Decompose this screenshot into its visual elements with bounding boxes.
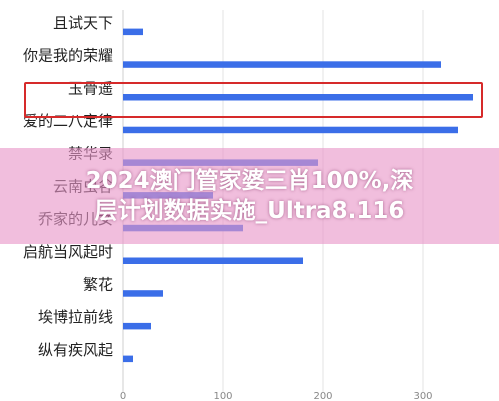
category-label: 启航当风起时 bbox=[23, 243, 113, 261]
x-tick-label: 300 bbox=[413, 391, 432, 401]
highlight-box bbox=[24, 82, 483, 118]
x-tick-label: 200 bbox=[313, 391, 332, 401]
bar bbox=[123, 257, 303, 264]
category-label: 繁花 bbox=[83, 275, 113, 293]
bar bbox=[123, 290, 163, 297]
category-label: 你是我的荣耀 bbox=[23, 47, 113, 65]
banner-line-2: 层计划数据实施_Ultra8.116 bbox=[94, 198, 405, 224]
bar bbox=[123, 322, 151, 330]
x-tick-label: 0 bbox=[120, 391, 126, 401]
bar bbox=[123, 61, 441, 68]
bar bbox=[123, 28, 143, 36]
bar bbox=[123, 94, 473, 101]
banner-line-1: 2024澳门管家婆三肖100%,深 bbox=[85, 168, 414, 194]
x-tick-label: 100 bbox=[213, 391, 232, 401]
x-tick-labels: 0100200300400 bbox=[120, 391, 433, 401]
category-label: 埃博拉前线 bbox=[38, 308, 113, 326]
bar bbox=[123, 126, 458, 134]
bar bbox=[123, 355, 133, 363]
category-label: 纵有疾风起 bbox=[38, 341, 113, 359]
banner-text: 2024澳门管家婆三肖100%,深 层计划数据实施_Ultra8.116 bbox=[0, 166, 499, 226]
watermark-banner: 2024澳门管家婆三肖100%,深 层计划数据实施_Ultra8.116 bbox=[0, 148, 499, 244]
category-label: 且试天下 bbox=[53, 14, 113, 32]
